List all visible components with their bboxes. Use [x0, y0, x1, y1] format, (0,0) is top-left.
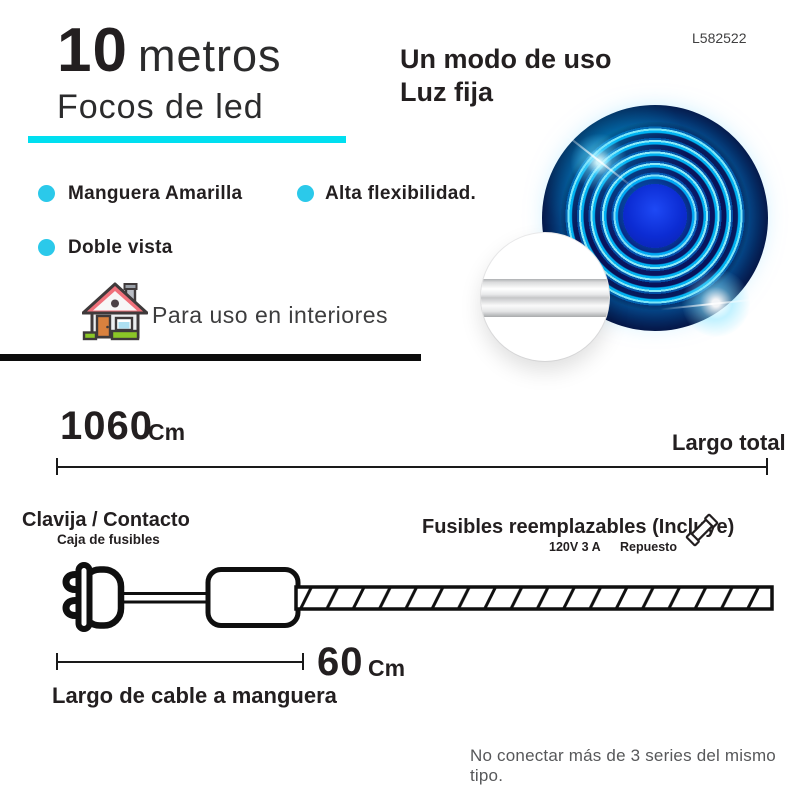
fuse-icon [685, 513, 719, 547]
plug-icon [62, 562, 125, 632]
cable-length-label: Largo de cable a manguera [52, 683, 337, 708]
feature-label: Alta flexibilidad. [325, 183, 477, 204]
total-length-value: 1060 [60, 404, 153, 448]
measure-tick [56, 653, 58, 670]
measure-tick [766, 458, 768, 475]
led-hose [294, 585, 774, 611]
fuses-spare-label: Repuesto [620, 540, 677, 554]
fuses-title: Fusibles reemplazables (Incluye) [422, 516, 735, 538]
feature-label: Manguera Amarilla [68, 183, 243, 204]
indoor-use-label: Para uso en interiores [152, 302, 389, 328]
sku-code: L582522 [692, 30, 747, 46]
quantity-unit: metros [137, 30, 282, 81]
house-icon [82, 282, 148, 341]
section-divider [0, 354, 421, 361]
headline: 10 metros [57, 20, 282, 82]
total-length-unit: Cm [148, 419, 186, 445]
cable-length-value: 60 [317, 640, 364, 684]
quantity-value: 10 [57, 16, 128, 85]
fuse-box [205, 567, 301, 628]
hose-tube [481, 298, 609, 317]
accent-underline [28, 136, 346, 143]
measure-line [57, 466, 768, 468]
fuses-spec-label: 120V 3 A [549, 540, 601, 554]
hose-tube [481, 279, 609, 297]
hose-closeup-circle [481, 233, 609, 361]
measure-tick [56, 458, 58, 475]
total-length-label: Largo total [672, 430, 786, 455]
measure-tick [302, 653, 304, 670]
bullet-dot [38, 239, 55, 256]
feature-label: Doble vista [68, 237, 173, 258]
power-cable [116, 592, 212, 604]
bullet-dot [38, 185, 55, 202]
product-name: Focos de led [57, 88, 264, 126]
bullet-dot [297, 185, 314, 202]
plug-section-title: Clavija / Contacto [22, 509, 190, 531]
measure-line [57, 661, 303, 663]
cable-length-unit: Cm [368, 655, 406, 681]
usage-title: Un modo de uso [400, 44, 612, 74]
footer-note: No conectar más de 3 series del mismo ti… [470, 746, 776, 785]
fuse-box-label: Caja de fusibles [57, 532, 160, 547]
led-coil-image [542, 105, 768, 337]
usage-mode: Luz fija [400, 77, 493, 107]
product-diagram [62, 562, 774, 632]
coil-center [623, 184, 687, 248]
